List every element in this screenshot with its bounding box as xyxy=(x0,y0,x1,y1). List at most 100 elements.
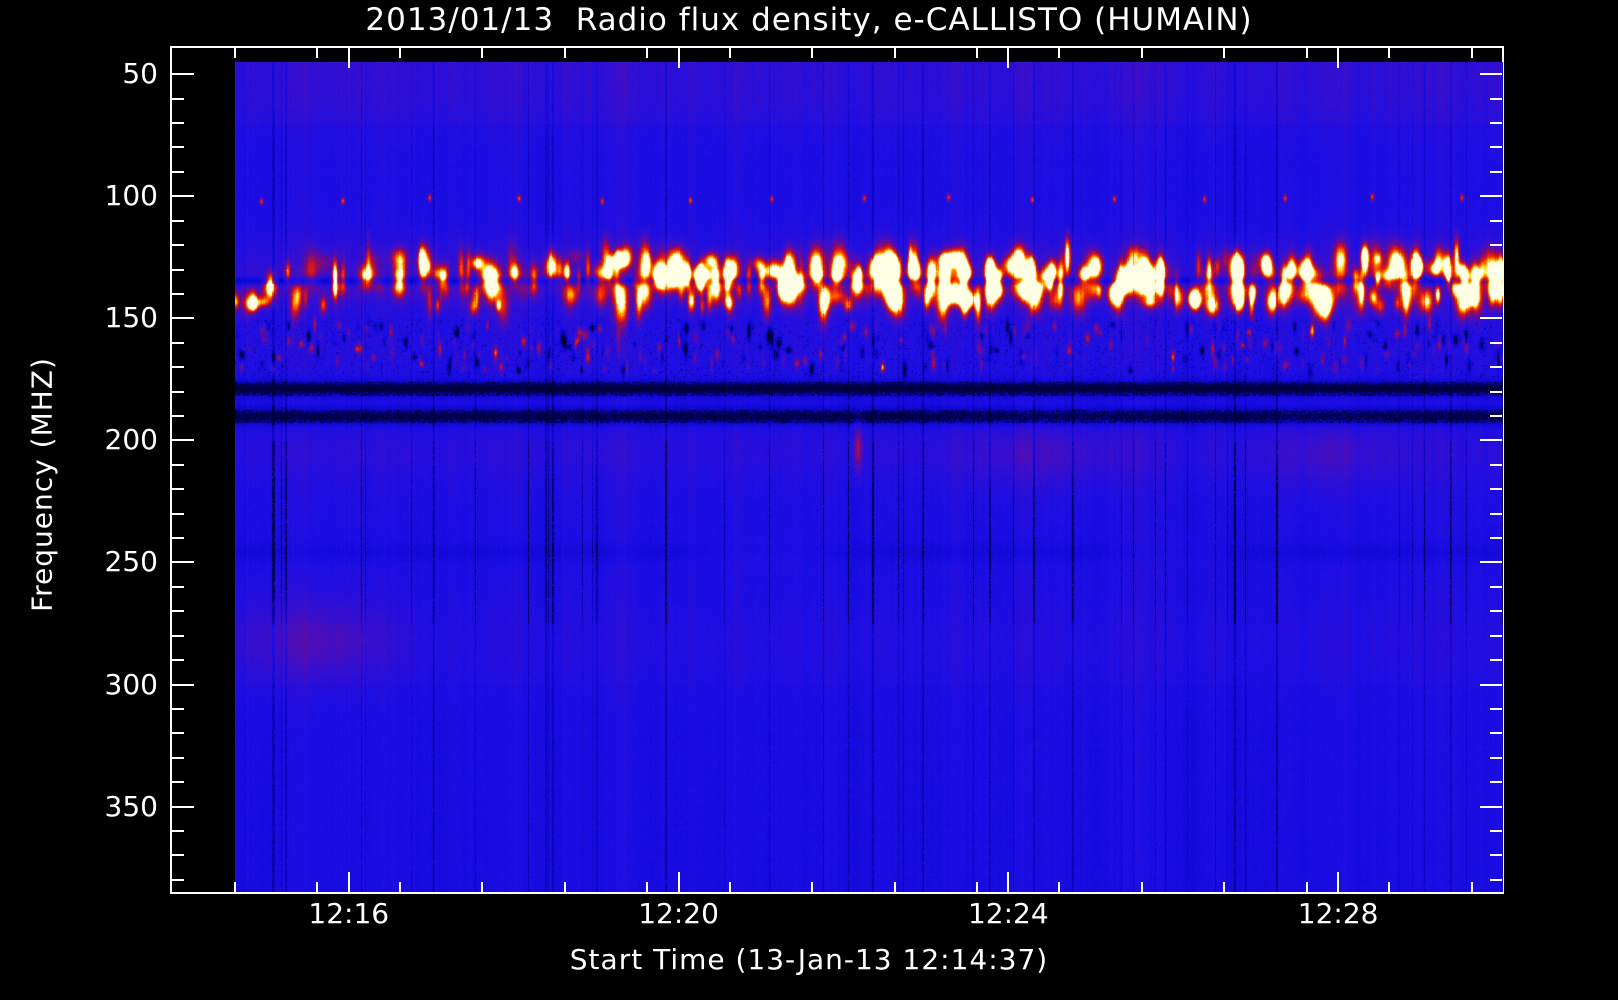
x-tick-top-8 xyxy=(893,48,896,58)
y-tick-350 xyxy=(172,805,194,808)
x-tick-major-top-3 xyxy=(1337,48,1340,68)
y-tick-60 xyxy=(172,97,184,100)
x-tick-major-3 xyxy=(1337,872,1340,892)
y-tick-180 xyxy=(172,390,184,393)
y-tick-right-370 xyxy=(1490,854,1502,857)
x-tick-top-10 xyxy=(1058,48,1061,58)
y-tick-310 xyxy=(172,707,184,710)
y-tick-right-200 xyxy=(1480,439,1502,442)
y-tick-right-280 xyxy=(1490,634,1502,637)
x-tick-2 xyxy=(398,882,401,892)
y-tick-380 xyxy=(172,878,184,881)
y-tick-290 xyxy=(172,659,184,662)
y-tick-right-150 xyxy=(1480,317,1502,320)
x-tick-top-14 xyxy=(1388,48,1391,58)
x-tick-major-0 xyxy=(347,872,350,892)
y-tick-300 xyxy=(172,683,194,686)
x-tick-major-2 xyxy=(1007,872,1010,892)
y-tick-right-60 xyxy=(1490,97,1502,100)
y-tick-right-100 xyxy=(1480,195,1502,198)
y-tick-right-330 xyxy=(1490,756,1502,759)
y-tick-right-240 xyxy=(1490,537,1502,540)
y-tick-80 xyxy=(172,146,184,149)
y-tick-370 xyxy=(172,854,184,857)
y-tick-right-110 xyxy=(1490,219,1502,222)
x-tick-12 xyxy=(1223,882,1226,892)
y-tick-140 xyxy=(172,292,184,295)
x-tick-10 xyxy=(1058,882,1061,892)
y-tick-200 xyxy=(172,439,194,442)
y-tick-right-170 xyxy=(1490,366,1502,369)
x-tick-major-top-2 xyxy=(1007,48,1010,68)
y-tick-70 xyxy=(172,122,184,125)
y-tick-120 xyxy=(172,244,184,247)
x-tick-top-2 xyxy=(398,48,401,58)
x-tick-label-12:16: 12:16 xyxy=(308,897,390,930)
y-tick-280 xyxy=(172,634,184,637)
y-tick-210 xyxy=(172,463,184,466)
x-axis-title: Start Time (13-Jan-13 12:14:37) xyxy=(569,943,1049,976)
x-tick-top-3 xyxy=(481,48,484,58)
y-tick-right-230 xyxy=(1490,512,1502,515)
y-tick-right-340 xyxy=(1490,781,1502,784)
x-tick-major-top-1 xyxy=(677,48,680,68)
x-tick-top-0 xyxy=(234,48,236,58)
y-tick-130 xyxy=(172,268,184,271)
x-tick-11 xyxy=(1140,882,1143,892)
y-tick-label-100: 100 xyxy=(104,179,158,213)
x-tick-5 xyxy=(646,882,649,892)
x-tick-top-9 xyxy=(976,48,978,58)
x-tick-0 xyxy=(234,882,236,892)
x-tick-label-12:28: 12:28 xyxy=(1297,897,1379,930)
y-tick-230 xyxy=(172,512,184,515)
y-tick-160 xyxy=(172,341,184,344)
y-tick-right-190 xyxy=(1490,414,1502,417)
x-tick-top-4 xyxy=(563,48,566,58)
y-tick-50 xyxy=(172,73,194,76)
y-tick-right-210 xyxy=(1490,463,1502,466)
x-tick-9 xyxy=(976,882,978,892)
y-tick-270 xyxy=(172,610,184,613)
y-tick-right-180 xyxy=(1490,390,1502,393)
x-tick-top-6 xyxy=(728,48,731,58)
y-tick-label-50: 50 xyxy=(122,57,158,91)
y-tick-90 xyxy=(172,170,184,173)
x-tick-8 xyxy=(893,882,896,892)
x-tick-top-1 xyxy=(316,48,319,58)
x-tick-top-5 xyxy=(646,48,649,58)
y-tick-right-270 xyxy=(1490,610,1502,613)
spectrogram-image xyxy=(235,62,1503,892)
y-tick-right-160 xyxy=(1490,341,1502,344)
y-tick-right-90 xyxy=(1490,170,1502,173)
x-tick-1 xyxy=(316,882,319,892)
y-tick-170 xyxy=(172,366,184,369)
y-tick-right-120 xyxy=(1490,244,1502,247)
y-tick-250 xyxy=(172,561,194,564)
y-tick-label-350: 350 xyxy=(104,789,158,823)
y-axis-title: Frequency (MHZ) xyxy=(25,357,59,612)
y-tick-340 xyxy=(172,781,184,784)
y-tick-190 xyxy=(172,414,184,417)
y-tick-label-150: 150 xyxy=(104,301,158,335)
x-tick-13 xyxy=(1305,882,1308,892)
x-tick-major-1 xyxy=(677,872,680,892)
y-tick-right-360 xyxy=(1490,829,1502,832)
y-tick-right-130 xyxy=(1490,268,1502,271)
x-tick-6 xyxy=(728,882,731,892)
y-tick-right-140 xyxy=(1490,292,1502,295)
y-tick-label-250: 250 xyxy=(104,545,158,579)
spectrogram-canvas xyxy=(235,62,1503,892)
y-tick-right-290 xyxy=(1490,659,1502,662)
x-tick-top-7 xyxy=(811,48,814,58)
x-tick-top-12 xyxy=(1223,48,1226,58)
y-tick-right-70 xyxy=(1490,122,1502,125)
x-tick-major-top-0 xyxy=(347,48,350,68)
page-title: 2013/01/13 Radio flux density, e-CALLIST… xyxy=(365,2,1253,38)
x-tick-label-12:20: 12:20 xyxy=(638,897,719,930)
y-tick-150 xyxy=(172,317,194,320)
y-tick-right-320 xyxy=(1490,732,1502,735)
y-tick-right-300 xyxy=(1480,683,1502,686)
y-tick-right-220 xyxy=(1490,488,1502,491)
x-tick-top-15 xyxy=(1470,48,1473,58)
